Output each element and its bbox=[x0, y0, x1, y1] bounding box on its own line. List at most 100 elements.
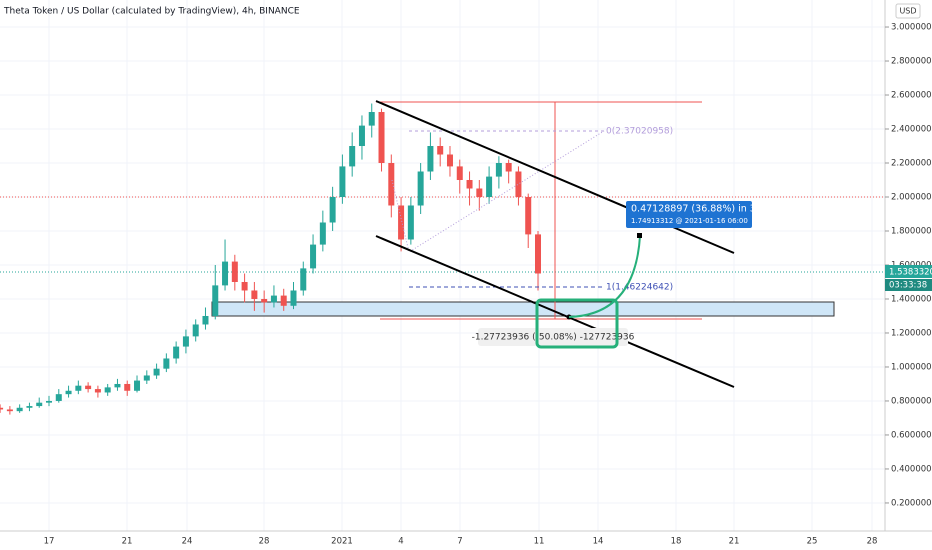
candle-body bbox=[134, 380, 141, 391]
countdown-label: 03:33:38 bbox=[889, 281, 927, 291]
y-tick-label: 1.20000000 bbox=[891, 328, 932, 338]
y-tick-label: 2.40000000 bbox=[891, 125, 932, 135]
candle-body bbox=[398, 205, 405, 240]
candles bbox=[0, 103, 541, 415]
x-tick-label: 28 bbox=[867, 537, 878, 547]
candle-body bbox=[388, 163, 395, 206]
candle-body bbox=[16, 407, 23, 412]
y-tick-label: 2.60000000 bbox=[891, 91, 932, 101]
candle-body bbox=[75, 385, 82, 391]
candle-body bbox=[104, 387, 111, 393]
candle-body bbox=[231, 261, 238, 282]
candle-body bbox=[349, 146, 356, 167]
candle-body bbox=[280, 295, 287, 306]
candle-body bbox=[6, 409, 13, 412]
candle-body bbox=[535, 234, 541, 274]
y-tick-label: 1.40000000 bbox=[891, 294, 932, 304]
candle-body bbox=[143, 375, 150, 381]
candle-body bbox=[319, 222, 326, 245]
countdown-tag bbox=[885, 279, 932, 291]
candle-body bbox=[241, 281, 248, 291]
x-tick-label: 28 bbox=[259, 537, 270, 547]
candle-body bbox=[114, 383, 121, 388]
x-tick-label: 7 bbox=[457, 537, 462, 547]
candle-body bbox=[466, 180, 473, 189]
y-tick-label: 2.80000000 bbox=[891, 57, 932, 67]
y-tick-label: 0.80000000 bbox=[891, 396, 932, 406]
y-tick-label: 1.80000000 bbox=[891, 226, 932, 236]
y-tick-label: 0.20000000 bbox=[891, 498, 932, 508]
grid bbox=[0, 0, 885, 531]
last-price-label: 1.53833200 bbox=[889, 268, 932, 278]
candle-body bbox=[437, 146, 444, 155]
chart-title: Theta Token / US Dollar (calculated by T… bbox=[3, 7, 300, 17]
candle-body bbox=[153, 368, 160, 376]
candle-body bbox=[456, 166, 463, 181]
y-tick-label: 3.00000000 bbox=[891, 23, 932, 33]
currency-box[interactable] bbox=[895, 3, 921, 19]
projection-sub: 1.74913312 @ 2021-01-16 06:00 bbox=[631, 217, 748, 225]
last-price-tag bbox=[885, 265, 932, 278]
y-tick-label: 2.00000000 bbox=[891, 193, 932, 203]
candle-body bbox=[222, 261, 229, 286]
x-tick-label: 4 bbox=[398, 537, 403, 547]
candle-body bbox=[310, 244, 317, 269]
projection-arrow bbox=[568, 235, 641, 318]
candle-body bbox=[65, 390, 72, 395]
candle-body bbox=[446, 154, 453, 167]
candle-body bbox=[417, 171, 424, 206]
x-tick-label: 25 bbox=[807, 537, 818, 547]
candle-body bbox=[329, 197, 336, 223]
candle-body bbox=[182, 336, 189, 347]
candle-body bbox=[173, 346, 180, 359]
candle-body bbox=[476, 188, 483, 198]
projection-box bbox=[626, 201, 752, 228]
highlight-box bbox=[535, 298, 619, 349]
candle-body bbox=[300, 268, 307, 291]
y-tick-label: 1.00000000 bbox=[891, 362, 932, 372]
channel-bottom bbox=[375, 235, 735, 388]
x-tick-label: 21 bbox=[729, 537, 740, 547]
y-tick-label: 2.20000000 bbox=[891, 159, 932, 169]
candle-body bbox=[192, 324, 199, 337]
currency-label[interactable]: USD bbox=[899, 7, 916, 16]
fib-top-label: 0(2.37020958) bbox=[606, 127, 673, 137]
y-tick-label: 0.40000000 bbox=[891, 464, 932, 474]
candle-body bbox=[515, 171, 522, 198]
x-tick-label: 24 bbox=[182, 537, 193, 547]
candle-body bbox=[0, 407, 4, 410]
candle-body bbox=[368, 112, 375, 126]
target-point bbox=[637, 233, 642, 238]
candle-body bbox=[46, 400, 52, 403]
x-tick-label: 2021 bbox=[331, 537, 353, 547]
candle-body bbox=[36, 402, 43, 407]
x-tick-label: 18 bbox=[671, 537, 682, 547]
candle-body bbox=[212, 285, 219, 316]
fib-trend bbox=[391, 130, 605, 253]
measure-box bbox=[478, 328, 628, 346]
candle-body bbox=[378, 112, 385, 164]
x-tick-label: 17 bbox=[44, 537, 55, 547]
candle-body bbox=[290, 290, 297, 306]
candle-body bbox=[55, 394, 62, 401]
candle-body bbox=[339, 166, 346, 198]
candle-body bbox=[85, 385, 92, 390]
candle-body bbox=[202, 315, 209, 325]
candle-body bbox=[261, 298, 268, 303]
x-tick-label: 14 bbox=[593, 537, 604, 547]
fib-bottom-label: 1(1.46224642) bbox=[606, 283, 673, 293]
candle-body bbox=[427, 146, 434, 172]
x-tick-label: 21 bbox=[122, 537, 133, 547]
candle-body bbox=[124, 383, 131, 391]
candle-body bbox=[163, 358, 170, 369]
candle-body bbox=[525, 197, 532, 235]
projection-main: 0.47128897 (36.88%) in 3d 16h bbox=[631, 204, 783, 215]
candle-body bbox=[486, 176, 493, 198]
candle-body bbox=[94, 389, 101, 393]
candle-body bbox=[270, 295, 277, 303]
x-tick-label: 11 bbox=[534, 537, 545, 547]
candle-body bbox=[358, 125, 365, 147]
candle-body bbox=[505, 163, 512, 172]
candle-body bbox=[495, 163, 502, 177]
